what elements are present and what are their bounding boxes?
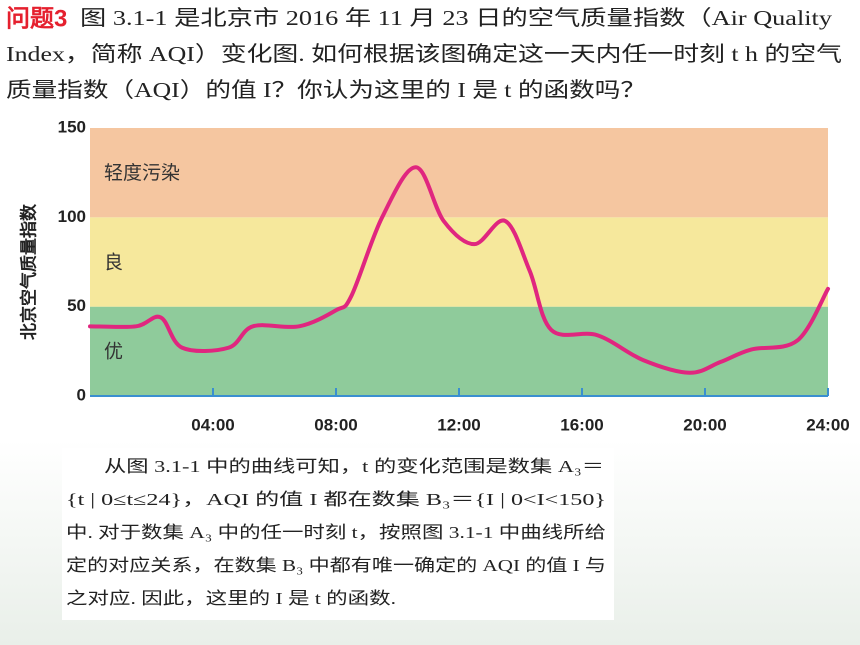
line (88, 165, 830, 375)
y-tick-label: 0 (77, 385, 86, 404)
body-text: 从图 3.1-1 中的曲线可知，t 的变化范围是数集 A₃＝ (104, 457, 604, 476)
x-tick-label: 24:00 (806, 415, 849, 434)
x-tick-label: 08:00 (314, 415, 357, 434)
y-tick-label: 100 (58, 207, 86, 226)
body-text: {t | 0≤t≤24}，AQI 的值 I 都在数集 B₃＝{I | 0<I<1… (66, 490, 606, 509)
body-text: 中. 对于数集 A₃ 中的任一时刻 t，按照图 3.1-1 中曲线所给 (66, 523, 606, 542)
x-tick-label: 04:00 (191, 415, 234, 434)
x-tick-label: 12:00 (437, 415, 480, 434)
band (90, 217, 828, 307)
question-text: Index，简称 AQI）变化图. 如何根据该图确定这一天内任一时刻 t h 的… (6, 42, 842, 66)
question-text: 图 3.1-1 是北京市 2016 年 11 月 23 日的空气质量指数（Air… (80, 6, 833, 30)
band (90, 128, 828, 218)
y-tick-label: 150 (58, 117, 86, 136)
x-tick-label: 16:00 (560, 415, 603, 434)
body-text: 之对应. 因此，这里的 I 是 t 的函数. (66, 589, 396, 608)
question-text: 质量指数（AQI）的值 I？你认为这里的 I 是 t 的函数吗？ (6, 78, 646, 102)
band-label: 优 (104, 341, 123, 363)
band-label: 轻度污染 (104, 162, 180, 184)
band-label: 良 (104, 251, 123, 273)
x-tick-label: 20:00 (683, 415, 726, 434)
body-text: 定的对应关系，在数集 B₃ 中都有唯一确定的 AQI 的值 I 与 (66, 556, 606, 575)
y-axis-label: 北京空气质量指数 (18, 203, 38, 340)
text-box (62, 448, 614, 620)
question-label: 问题3 (6, 5, 67, 32)
y-tick-label: 50 (67, 296, 86, 315)
